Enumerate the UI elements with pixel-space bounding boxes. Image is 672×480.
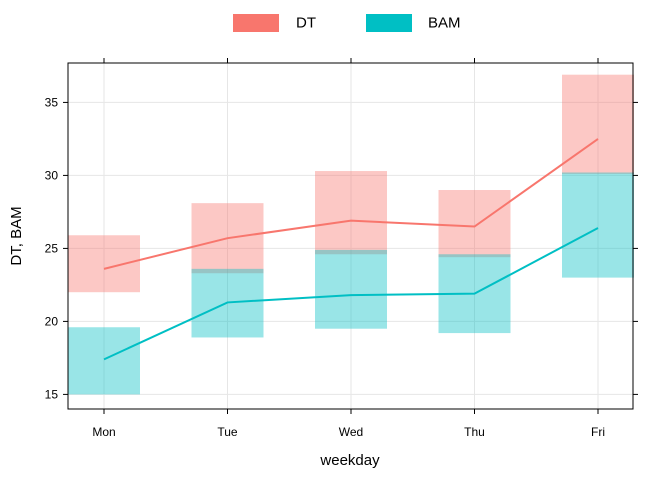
x-tick-label: Thu: [464, 425, 485, 439]
y-tick-label: 20: [45, 314, 59, 328]
y-tick-label: 30: [45, 168, 59, 182]
band-dt-mon: [68, 235, 140, 293]
x-tick-label: Wed: [339, 425, 363, 439]
legend-swatch-dt: [233, 14, 279, 32]
series-lines: [103, 138, 599, 361]
band-bam-wed: [315, 249, 387, 329]
band-dt-thu: [438, 190, 511, 258]
y-axis-title: DT, BAM: [8, 206, 25, 265]
y-tick-label: 25: [45, 241, 59, 255]
x-tick-label: Fri: [591, 425, 605, 439]
legend: DT BAM: [233, 14, 461, 32]
x-tick-label: Mon: [92, 425, 115, 439]
band-dt-wed: [315, 171, 387, 255]
y-tick-label: 35: [45, 95, 59, 109]
y-tick-label: 15: [45, 387, 59, 401]
legend-label-bam: BAM: [428, 15, 461, 32]
x-axis-title: weekday: [319, 452, 380, 469]
series-line-dt: [103, 138, 599, 270]
band-bam-mon: [68, 327, 140, 395]
x-tick-label: Tue: [217, 425, 238, 439]
x-axis: Mon Tue Wed Thu Fri: [92, 58, 605, 439]
legend-label-dt: DT: [296, 15, 316, 32]
series-line-bam: [103, 227, 599, 361]
y-axis: 15 20 25 30 35: [45, 95, 638, 401]
grid: [68, 63, 633, 409]
legend-swatch-bam: [366, 14, 412, 32]
band-dt-fri: [562, 74, 634, 174]
band-bam-fri: [562, 172, 634, 278]
